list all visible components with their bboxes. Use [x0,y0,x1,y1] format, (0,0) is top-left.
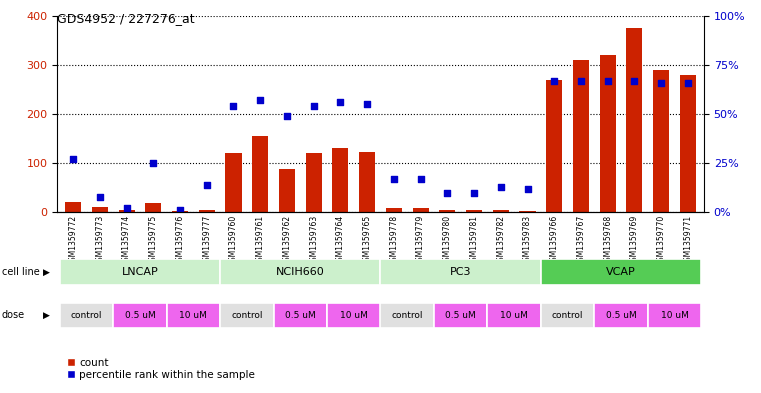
Point [521,185,533,192]
Bar [306,153,322,212]
Bar [573,60,589,212]
Text: control: control [71,311,102,320]
Text: NCIH660: NCIH660 [276,267,325,277]
Text: cell line: cell line [2,267,40,277]
Point [174,207,186,213]
Text: LNCAP: LNCAP [122,267,158,277]
Point [281,113,293,119]
Text: control: control [231,311,263,320]
Point [201,182,213,188]
Bar [386,208,402,212]
Point [548,77,560,84]
Text: PC3: PC3 [450,267,471,277]
Bar [225,153,241,212]
Bar [493,210,509,212]
Bar [359,152,375,212]
Text: 0.5 uM: 0.5 uM [285,311,316,320]
Bar [172,211,188,212]
Point [147,160,159,166]
Point [495,184,507,190]
Bar [541,303,594,328]
Point [254,97,266,103]
Bar [145,204,161,212]
Text: VCAP: VCAP [607,267,636,277]
Bar [333,148,349,212]
Bar [220,303,274,328]
Bar [412,208,428,212]
Point [682,79,694,86]
Bar [65,202,81,212]
Bar [119,210,135,212]
Bar [626,28,642,212]
Bar [546,79,562,212]
Bar [199,210,215,212]
Point [67,156,79,162]
Text: 10 uM: 10 uM [661,311,689,320]
Bar [487,303,541,328]
Text: control: control [391,311,423,320]
Bar [252,136,268,212]
Bar [60,303,113,328]
Point [575,77,587,84]
Text: GDS4952 / 227276_at: GDS4952 / 227276_at [57,12,195,25]
Bar [274,303,327,328]
Bar [92,208,108,212]
Text: 0.5 uM: 0.5 uM [125,311,155,320]
Text: 0.5 uM: 0.5 uM [606,311,636,320]
Text: dose: dose [2,310,24,320]
Point [307,103,320,109]
Bar [466,210,482,212]
Text: 10 uM: 10 uM [340,311,368,320]
Bar [653,70,669,212]
Point [468,189,480,196]
Bar [594,303,648,328]
Point [94,193,106,200]
Bar [520,211,536,212]
Text: 10 uM: 10 uM [500,311,528,320]
Point [655,79,667,86]
Bar [600,55,616,212]
Point [388,176,400,182]
Text: ▶: ▶ [43,311,50,320]
Point [441,189,454,196]
Bar [680,75,696,212]
Bar [380,303,434,328]
Point [228,103,240,109]
Legend: count, percentile rank within the sample: count, percentile rank within the sample [62,353,259,384]
Bar [380,259,541,285]
Point [415,176,427,182]
Point [334,99,346,105]
Bar [648,303,701,328]
Bar [167,303,220,328]
Text: ▶: ▶ [43,268,50,276]
Point [361,101,373,107]
Bar [220,259,380,285]
Point [602,77,614,84]
Text: control: control [552,311,584,320]
Bar [327,303,380,328]
Bar [439,210,455,212]
Bar [60,259,220,285]
Bar [113,303,167,328]
Bar [541,259,701,285]
Text: 10 uM: 10 uM [180,311,207,320]
Bar [434,303,487,328]
Point [629,77,641,84]
Text: 0.5 uM: 0.5 uM [445,311,476,320]
Bar [279,169,295,212]
Point [120,205,132,211]
